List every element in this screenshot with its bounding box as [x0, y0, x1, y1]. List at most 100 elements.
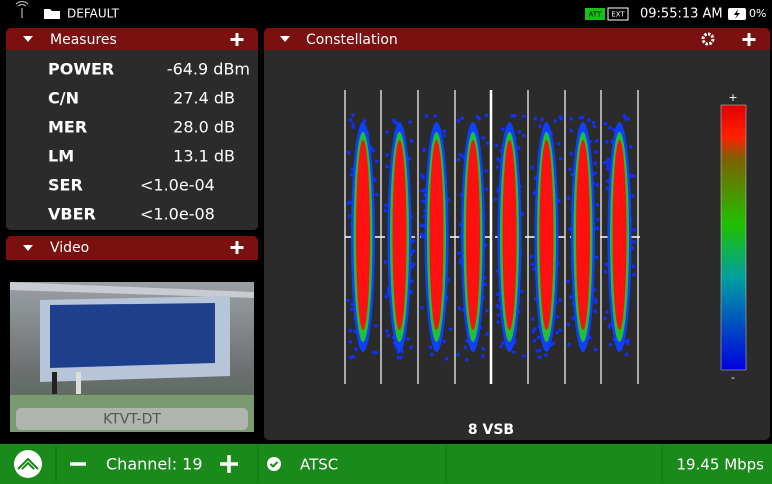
symbol-dot [566, 279, 571, 284]
symbol-dot [587, 118, 591, 123]
scale-min: - [731, 371, 735, 384]
person [52, 372, 57, 394]
symbol-dot [557, 198, 561, 203]
symbol-dot [408, 120, 412, 124]
symbol-dot [551, 341, 556, 346]
symbol-dot [374, 159, 379, 164]
symbol-dot [540, 117, 544, 122]
symbol-dot [477, 116, 481, 121]
symbol-dot [593, 347, 598, 352]
symbol-dot [632, 240, 636, 244]
symbol-dot [420, 305, 424, 310]
channel-up[interactable] [220, 455, 238, 473]
add-icon[interactable] [230, 241, 244, 254]
symbol-dot [386, 333, 390, 338]
symbol-dot [568, 295, 573, 299]
measure-label: LM [48, 147, 74, 166]
add-icon[interactable] [230, 33, 244, 46]
clock: 09:55:13 AM [640, 7, 723, 22]
symbol-dot [555, 330, 559, 335]
symbol-dot [500, 127, 505, 131]
cloud-red [502, 140, 517, 330]
symbol-dot [456, 157, 461, 162]
video-panel: Video KTVT-DT [6, 236, 258, 440]
symbol-dot [537, 355, 542, 359]
panel-title: Video [50, 240, 89, 256]
ceiling [10, 282, 254, 298]
symbol-dot [517, 130, 522, 134]
symbol-dot [369, 146, 374, 151]
add-icon[interactable] [742, 33, 756, 46]
symbol-dot [595, 183, 599, 187]
symbol-dot [384, 203, 388, 208]
settings-icon[interactable] [701, 32, 715, 46]
symbol-dot [384, 294, 389, 299]
symbol-dot [495, 292, 500, 297]
symbol-dot [481, 136, 486, 140]
measure-label: VBER [48, 205, 96, 224]
symbol-dot [411, 249, 416, 253]
symbol-dot [458, 260, 463, 265]
symbol-dot [544, 353, 548, 357]
symbol-dot [629, 173, 633, 178]
symbol-dot [485, 141, 490, 145]
channel-name: KTVT-DT [103, 412, 161, 428]
check-icon [267, 457, 281, 471]
symbol-dot [481, 346, 486, 351]
measure-value: 28.0 dB [173, 118, 235, 137]
symbol-dot [430, 352, 434, 357]
symbol-dot [499, 344, 504, 349]
symbol-dot [373, 177, 377, 182]
collapse-icon[interactable] [280, 36, 290, 42]
symbol-dot [510, 114, 515, 118]
symbol-dot [351, 113, 355, 118]
symbol-dot [442, 133, 447, 138]
symbol-dot [603, 121, 608, 126]
symbol-dot [351, 122, 355, 126]
symbol-dot [424, 113, 429, 118]
symbol-dot [346, 151, 351, 155]
symbol-dot [558, 298, 562, 303]
symbol-dot [519, 289, 524, 294]
symbol-dot [484, 187, 489, 192]
symbol-dot [406, 337, 410, 341]
symbol-dot [495, 304, 500, 308]
symbol-dot [612, 128, 616, 132]
symbol-dot [595, 138, 599, 143]
color-scale [720, 104, 747, 371]
symbol-dot [629, 144, 633, 149]
battery-bolt [734, 9, 740, 19]
panel-header[interactable] [264, 28, 770, 50]
symbol-dot [484, 113, 489, 118]
symbol-dot [385, 329, 389, 333]
collapse-icon[interactable] [23, 36, 33, 42]
profile: DEFAULT [67, 7, 120, 21]
badge [585, 8, 605, 20]
symbol-dot [569, 151, 574, 156]
panel [6, 28, 258, 230]
symbol-dot [348, 200, 352, 204]
symbol-dot [409, 345, 413, 350]
standard[interactable]: ATSC [300, 456, 338, 474]
symbol-dot [374, 323, 378, 328]
symbol-dot [456, 118, 461, 123]
symbol-dot [433, 114, 438, 118]
symbol-dot [632, 272, 636, 277]
symbol-dot [350, 168, 354, 172]
person [76, 372, 81, 394]
symbol-dot [535, 349, 539, 353]
symbol-dot [557, 141, 561, 146]
symbol-dot [385, 129, 389, 134]
collapse-icon[interactable] [23, 245, 33, 251]
panel-header[interactable] [6, 236, 258, 260]
symbol-dot [594, 150, 599, 154]
symbol-dot [354, 347, 358, 352]
symbol-dot [530, 165, 535, 169]
symbol-dot [420, 234, 425, 239]
symbol-dot [606, 179, 610, 183]
symbol-dot [594, 255, 599, 260]
symbol-dot [457, 306, 462, 310]
symbol-dot [485, 308, 489, 313]
symbol-dot [456, 352, 460, 357]
panel-header[interactable] [6, 28, 258, 50]
